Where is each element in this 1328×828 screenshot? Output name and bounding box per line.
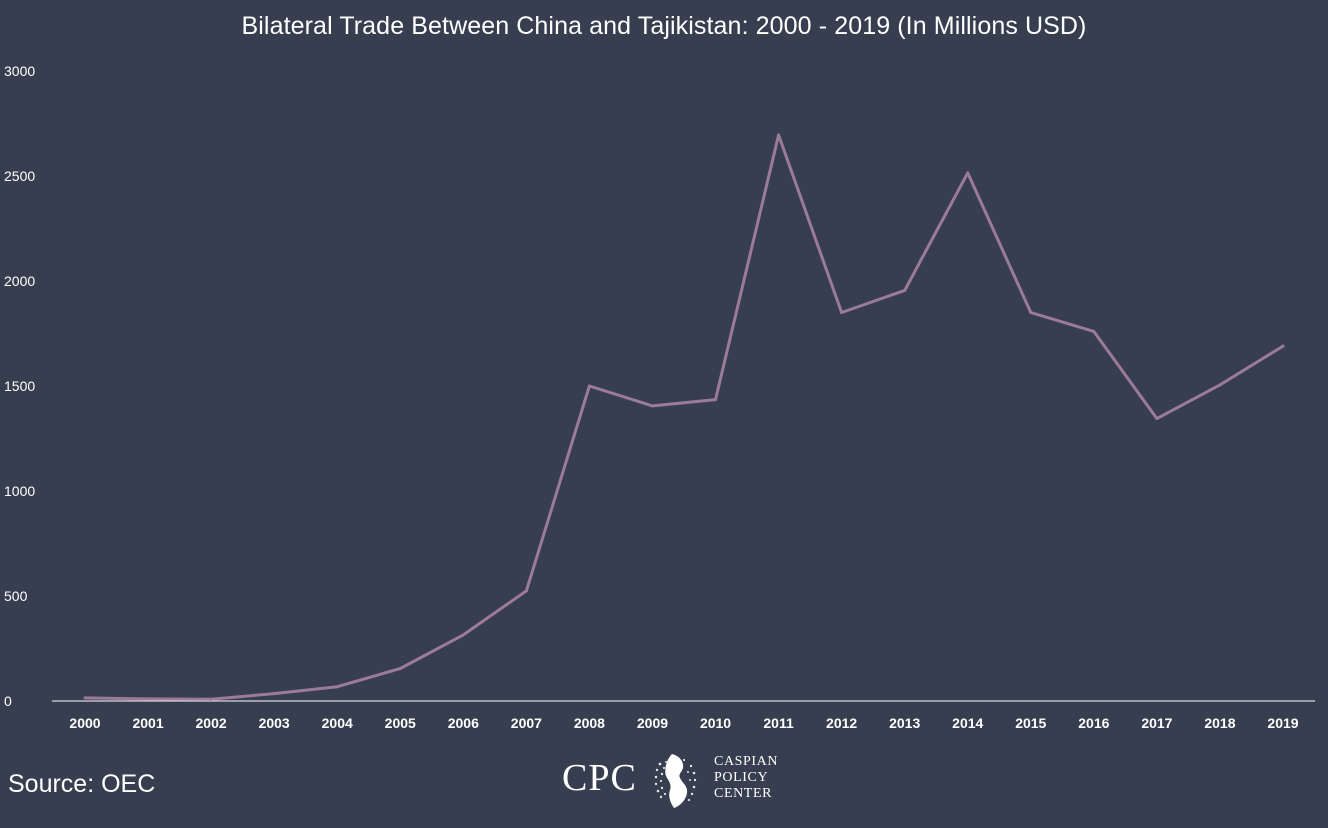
data-point — [840, 311, 844, 314]
y-tick-label: 2000 — [4, 273, 35, 289]
x-tick-label: 2010 — [700, 715, 731, 731]
globe-emblem-icon — [654, 754, 697, 808]
x-tick-label: 2001 — [132, 715, 163, 731]
logo-wordmark: CASPIAN POLICY CENTER — [714, 754, 778, 802]
x-tick-label: 2004 — [322, 715, 353, 731]
data-point — [398, 666, 402, 670]
series-line — [83, 133, 1285, 701]
x-tick-label: 2006 — [448, 715, 479, 731]
x-tick-label: 2008 — [574, 715, 605, 731]
data-point — [524, 589, 528, 593]
data-point — [1155, 417, 1159, 421]
y-tick-label: 2500 — [4, 168, 35, 184]
x-tick-label: 2011 — [763, 715, 794, 731]
data-point — [1218, 383, 1222, 387]
x-tick-label: 2013 — [889, 715, 920, 731]
x-tick-label: 2007 — [511, 715, 542, 731]
data-point — [650, 404, 654, 408]
y-tick-label: 500 — [4, 588, 28, 604]
y-tick-label: 1500 — [4, 378, 35, 394]
y-tick-label: 0 — [4, 693, 12, 709]
data-point — [1281, 344, 1285, 348]
data-point — [966, 171, 970, 175]
data-point — [777, 133, 781, 137]
x-tick-label: 2018 — [1204, 715, 1235, 731]
data-point — [83, 696, 87, 700]
data-point — [335, 685, 339, 689]
x-tick-label: 2005 — [385, 715, 416, 731]
logo-line-center: CENTER — [714, 786, 773, 801]
data-point — [587, 384, 591, 388]
x-tick-label: 2017 — [1141, 715, 1172, 731]
data-point — [1029, 311, 1033, 314]
data-point — [146, 697, 150, 701]
x-tick-label: 2015 — [1015, 715, 1046, 731]
x-tick-label: 2009 — [637, 715, 668, 731]
x-tick-label: 2003 — [259, 715, 290, 731]
data-point — [272, 692, 276, 696]
data-point — [461, 633, 465, 637]
x-tick-label: 2019 — [1267, 715, 1298, 731]
logo-line-policy: POLICY — [714, 770, 769, 785]
x-tick-label: 2000 — [69, 715, 100, 731]
data-point — [209, 697, 213, 701]
y-tick-label: 1000 — [4, 483, 35, 499]
x-tick-label: 2014 — [952, 715, 983, 731]
y-tick-label: 3000 — [4, 63, 35, 79]
logo-abbreviation: CPC — [562, 757, 637, 799]
x-tick-label: 2002 — [196, 715, 227, 731]
chart-title: Bilateral Trade Between China and Tajiki… — [241, 12, 1087, 40]
x-tick-label: 2012 — [826, 715, 857, 731]
caspian-policy-center-logo: CPC CASPIAN POLICY CENTER — [562, 750, 802, 810]
data-point — [903, 288, 907, 292]
y-axis-ticks: 0 500 1000 1500 2000 2500 3000 — [4, 63, 35, 709]
x-axis-ticks: 2000 2001 2002 2003 2004 2005 2006 2007 2008 2009… — [69, 715, 1298, 731]
series-layer — [83, 133, 1285, 701]
logo-line-caspian: CASPIAN — [714, 754, 779, 769]
data-point — [714, 398, 718, 402]
x-tick-label: 2016 — [1078, 715, 1109, 731]
source-note: Source: OEC — [8, 770, 156, 798]
data-point — [1092, 329, 1096, 333]
